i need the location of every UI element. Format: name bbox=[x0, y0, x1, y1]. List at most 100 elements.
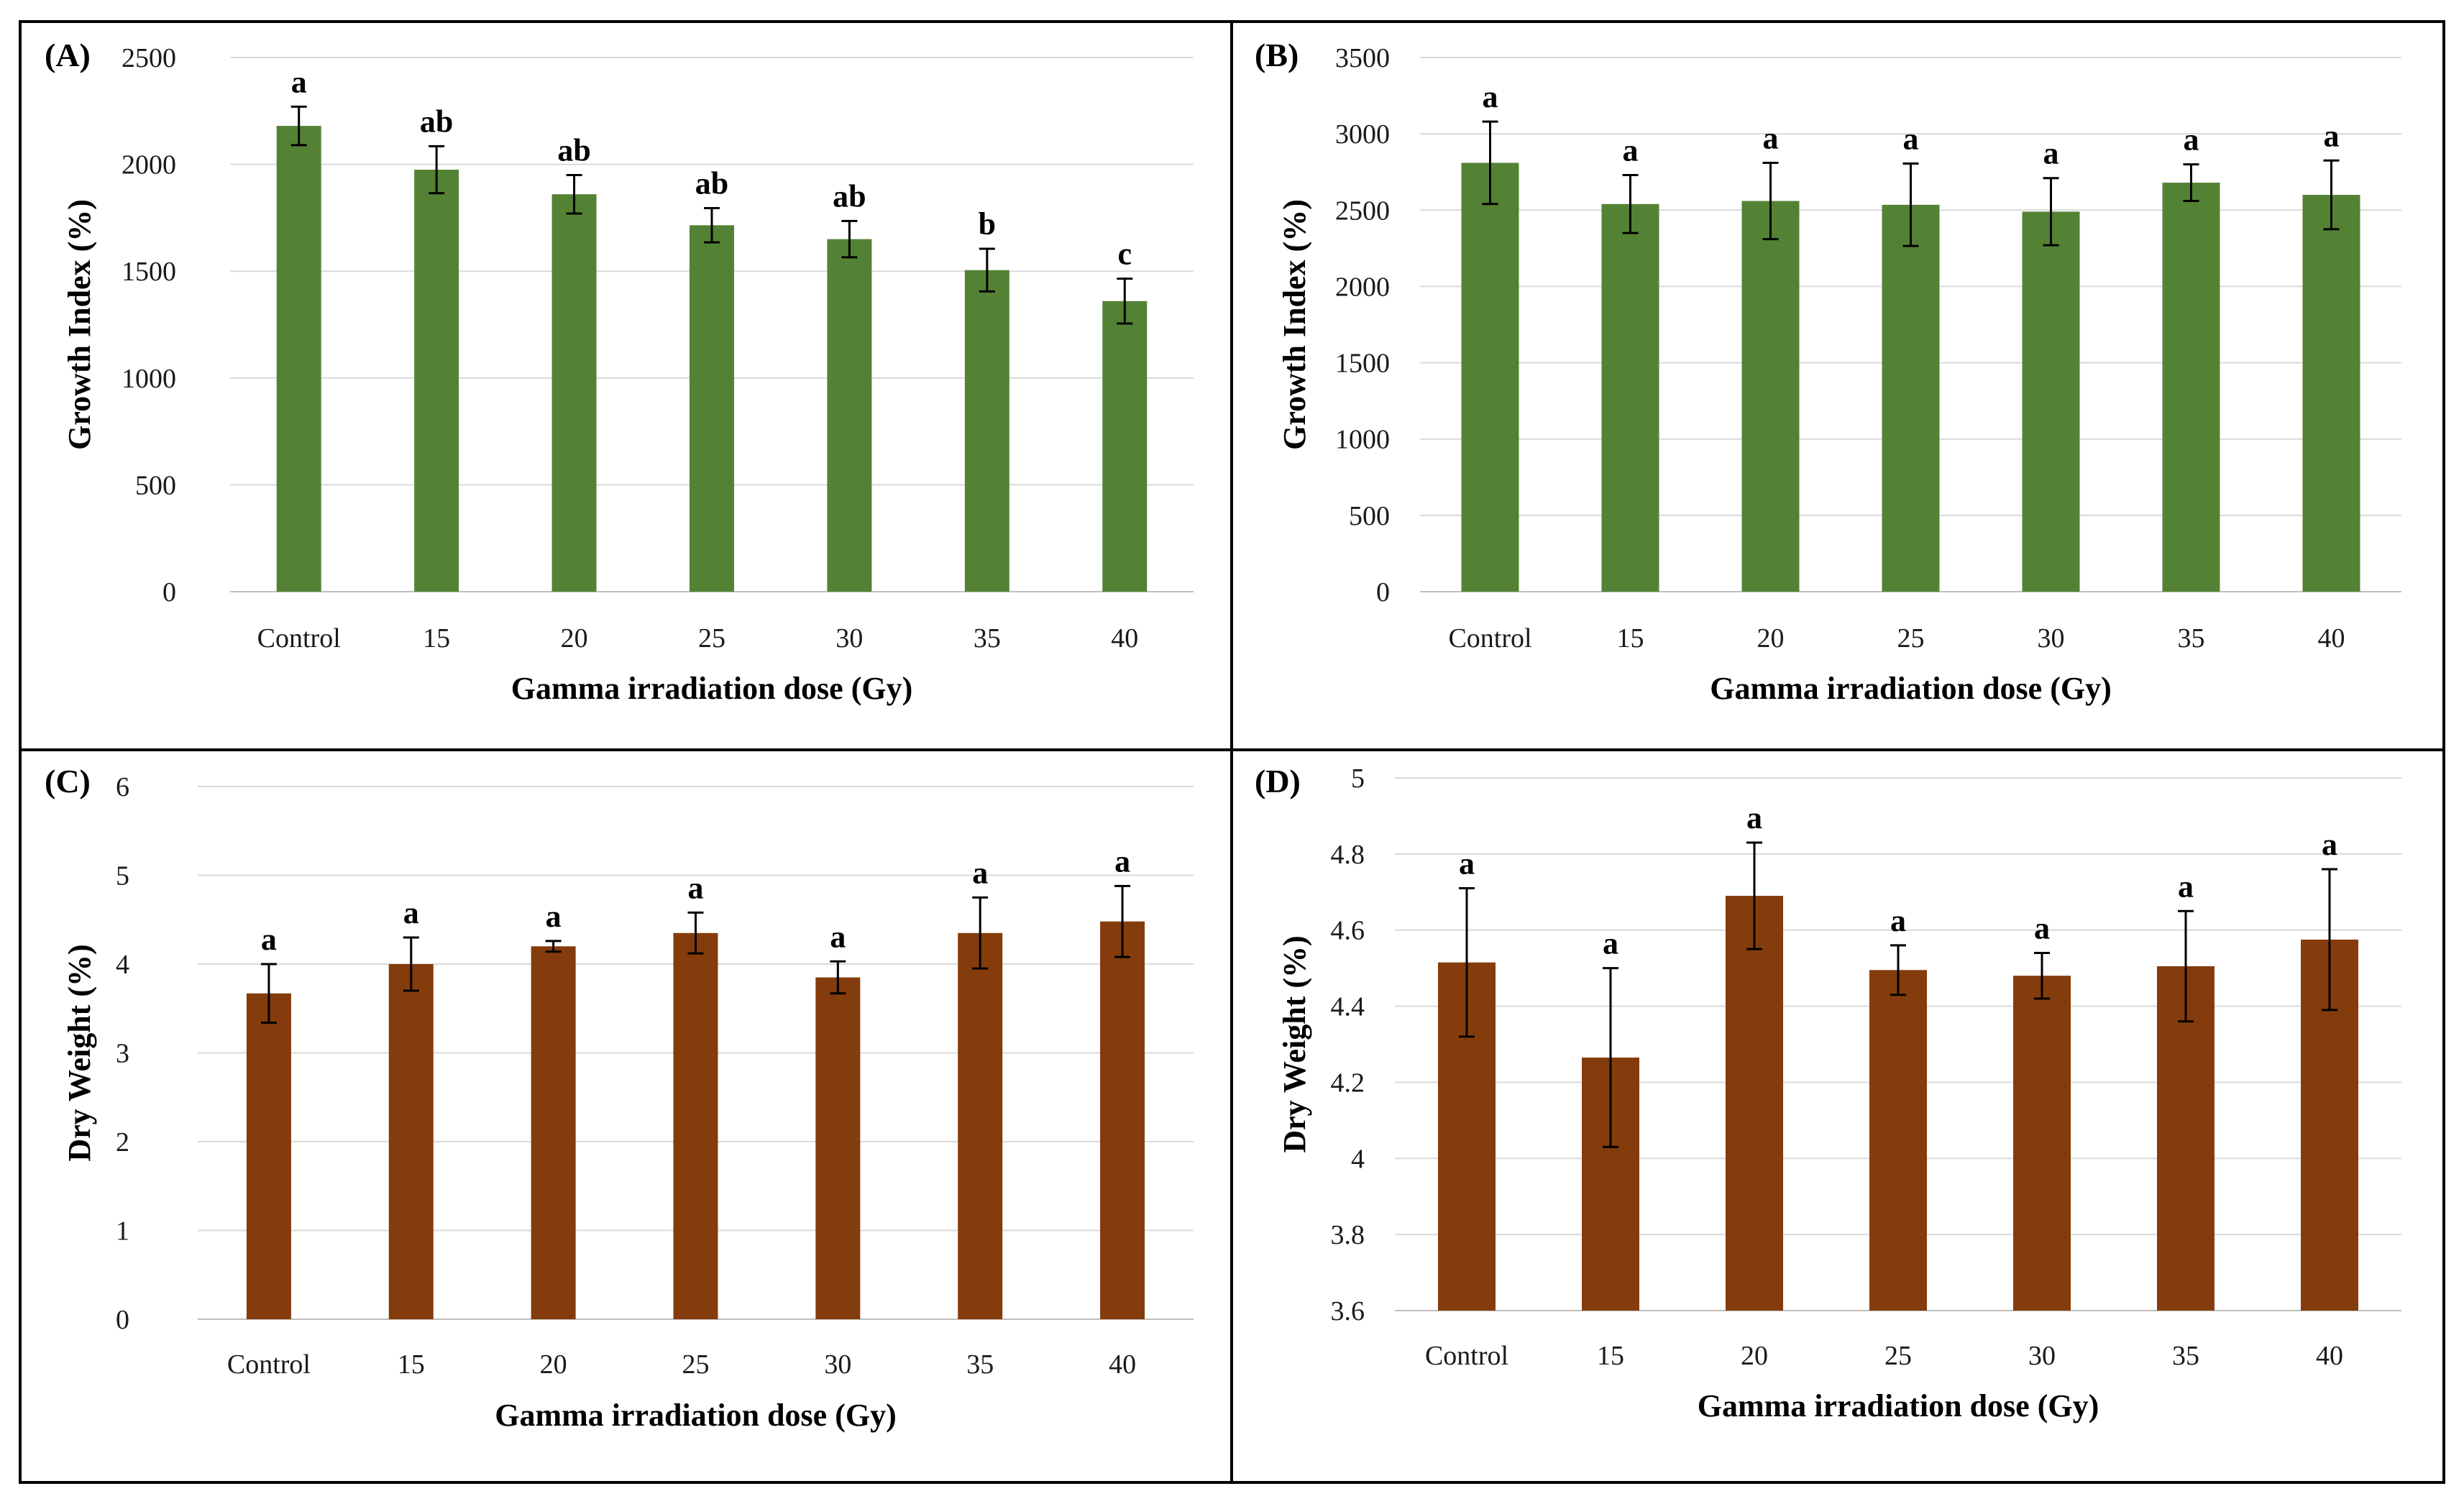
x-tick-label: 15 bbox=[1617, 623, 1644, 654]
y-tick-label: 3500 bbox=[1335, 43, 1390, 73]
significance-letter: a bbox=[2184, 122, 2199, 157]
bar-15 bbox=[414, 170, 459, 592]
y-tick-label: 2000 bbox=[1335, 272, 1390, 302]
significance-letter: a bbox=[2322, 827, 2337, 862]
x-tick-label: 40 bbox=[1109, 1349, 1136, 1380]
y-tick-label: 4.2 bbox=[1331, 1068, 1365, 1098]
significance-letter: a bbox=[1903, 121, 1919, 157]
y-tick-label: 1500 bbox=[1335, 349, 1390, 379]
y-tick-label: 1000 bbox=[122, 364, 176, 394]
y-tick-label: 3000 bbox=[1335, 119, 1390, 150]
y-tick-label: 1000 bbox=[1335, 425, 1390, 455]
significance-letter: a bbox=[1114, 843, 1130, 879]
bar-30 bbox=[2022, 211, 2080, 592]
significance-letter: a bbox=[2178, 868, 2194, 904]
panel-a-growth-index: (A) 0 500 1000 1500 2000 2500 a Control ab 15 ab 20 a… bbox=[45, 37, 1194, 706]
y-tick-label: 1500 bbox=[122, 257, 176, 287]
bar-15 bbox=[1601, 203, 1659, 592]
y-tick-label: 500 bbox=[135, 470, 176, 500]
bar-15 bbox=[388, 964, 434, 1319]
x-tick-label: 15 bbox=[423, 623, 450, 654]
bar-control bbox=[1461, 162, 1519, 592]
x-tick-label: 30 bbox=[2028, 1341, 2056, 1371]
x-tick-label: 20 bbox=[540, 1349, 567, 1380]
x-tick-label: 20 bbox=[1741, 1341, 1768, 1371]
significance-letter: b bbox=[979, 206, 996, 242]
bar-25 bbox=[673, 932, 718, 1319]
bar-25 bbox=[1869, 970, 1927, 1311]
y-tick-label: 5 bbox=[116, 861, 129, 891]
bar-control bbox=[246, 993, 291, 1319]
x-axis-label: Gamma irradiation dose (Gy) bbox=[1698, 1388, 2099, 1423]
bar-20 bbox=[551, 194, 597, 592]
y-tick-label: 0 bbox=[116, 1305, 129, 1335]
x-tick-label: Control bbox=[1425, 1341, 1508, 1371]
significance-letter: a bbox=[1763, 120, 1779, 155]
bar-30 bbox=[827, 239, 872, 592]
y-tick-label: 1 bbox=[116, 1216, 129, 1247]
y-tick-label: 4.6 bbox=[1331, 916, 1365, 946]
x-tick-label: 40 bbox=[2316, 1341, 2343, 1371]
y-tick-label: 2500 bbox=[122, 43, 176, 73]
significance-letter: ab bbox=[833, 178, 866, 214]
bar-40 bbox=[1102, 301, 1148, 592]
x-tick-label: 35 bbox=[966, 1349, 994, 1380]
significance-letter: c bbox=[1118, 237, 1132, 272]
bar-25 bbox=[690, 225, 734, 592]
x-tick-label: 40 bbox=[1111, 623, 1138, 654]
significance-letter: a bbox=[1603, 926, 1618, 961]
significance-letter: a bbox=[261, 922, 277, 957]
x-tick-label: Control bbox=[257, 623, 341, 654]
significance-letter: ab bbox=[420, 104, 453, 139]
x-tick-label: 30 bbox=[835, 623, 863, 654]
bar-40 bbox=[1100, 921, 1145, 1319]
y-tick-label: 5 bbox=[1351, 764, 1365, 794]
panel-b-growth-index: (B) 0 500 1000 1500 2000 2500 3000 3500 a Control a… bbox=[1255, 37, 2401, 706]
x-tick-label: Control bbox=[1448, 623, 1531, 654]
bar-40 bbox=[2302, 195, 2360, 592]
significance-letter: a bbox=[2324, 118, 2340, 153]
y-tick-label: 3.6 bbox=[1331, 1296, 1365, 1326]
x-axis-label: Gamma irradiation dose (Gy) bbox=[511, 671, 913, 706]
x-tick-label: 35 bbox=[2172, 1341, 2199, 1371]
significance-letter: a bbox=[1623, 132, 1639, 168]
x-tick-label: 25 bbox=[682, 1349, 710, 1380]
x-tick-label: 35 bbox=[2178, 623, 2205, 654]
y-tick-label: 3 bbox=[116, 1039, 129, 1069]
significance-letter: a bbox=[403, 895, 419, 930]
y-axis-label: Growth Index (%) bbox=[1277, 199, 1312, 450]
x-tick-label: 30 bbox=[824, 1349, 851, 1380]
x-tick-label: 15 bbox=[398, 1349, 425, 1380]
significance-letter: a bbox=[2043, 136, 2059, 171]
y-tick-label: 4 bbox=[116, 950, 129, 980]
significance-letter: a bbox=[1890, 903, 1906, 938]
x-axis-label: Gamma irradiation dose (Gy) bbox=[495, 1398, 897, 1433]
x-tick-label: 20 bbox=[1757, 623, 1785, 654]
significance-letter: a bbox=[688, 870, 704, 905]
x-tick-label: 15 bbox=[1597, 1341, 1624, 1371]
x-tick-label: 35 bbox=[974, 623, 1001, 654]
bar-control bbox=[276, 126, 321, 592]
y-tick-label: 2 bbox=[116, 1127, 129, 1157]
significance-letter: a bbox=[2034, 910, 2050, 945]
significance-letter: a bbox=[830, 919, 846, 954]
y-tick-label: 6 bbox=[116, 772, 129, 802]
y-axis-label: Dry Weight (%) bbox=[62, 944, 97, 1161]
x-tick-label: 25 bbox=[1897, 623, 1925, 654]
x-tick-label: 25 bbox=[1884, 1341, 1912, 1371]
bar-25 bbox=[1882, 204, 1940, 592]
x-axis-label: Gamma irradiation dose (Gy) bbox=[1710, 671, 2112, 706]
y-axis-label: Growth Index (%) bbox=[62, 199, 97, 450]
y-tick-label: 2500 bbox=[1335, 196, 1390, 226]
bar-35 bbox=[964, 270, 1009, 592]
y-tick-label: 2000 bbox=[122, 150, 176, 180]
y-tick-label: 0 bbox=[162, 577, 176, 607]
panel-label: (A) bbox=[45, 37, 91, 73]
y-tick-label: 4.8 bbox=[1331, 840, 1365, 870]
significance-letter: a bbox=[1746, 800, 1762, 835]
significance-letter: a bbox=[1483, 79, 1498, 114]
y-tick-label: 4 bbox=[1351, 1144, 1365, 1174]
significance-letter: ab bbox=[557, 132, 590, 168]
y-tick-label: 0 bbox=[1376, 577, 1390, 607]
